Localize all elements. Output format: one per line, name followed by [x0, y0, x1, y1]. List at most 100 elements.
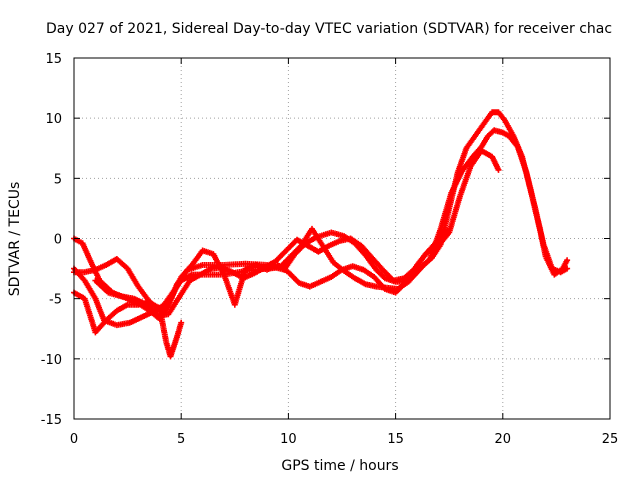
data-point	[394, 291, 397, 294]
data-point	[287, 270, 290, 274]
data-point	[276, 263, 279, 267]
data-point	[263, 266, 267, 269]
data-point	[465, 147, 468, 150]
x-axis-title: GPS time / hours	[281, 458, 398, 474]
x-tick-label: 20	[495, 432, 512, 447]
data-point	[435, 240, 438, 244]
data-point	[201, 249, 204, 252]
data-point	[340, 268, 344, 271]
y-tick-label: 0	[54, 233, 62, 248]
y-tick-label: -5	[49, 293, 62, 308]
data-point	[180, 321, 183, 324]
data-point	[244, 267, 247, 270]
data-point	[493, 129, 496, 132]
y-tick-label: 15	[45, 52, 62, 67]
data-point	[480, 149, 483, 152]
data-point	[94, 331, 97, 334]
data-point	[317, 250, 320, 253]
data-point	[490, 110, 494, 114]
x-tick-label: 0	[70, 432, 78, 447]
data-point	[383, 287, 387, 291]
data-point	[132, 297, 136, 300]
data-point	[190, 273, 194, 276]
data-point	[175, 335, 179, 339]
data-point	[94, 297, 97, 300]
data-point	[295, 238, 299, 241]
data-point	[289, 255, 292, 258]
data-point	[417, 268, 421, 271]
x-tick-label: 15	[387, 432, 404, 447]
data-point	[83, 270, 86, 274]
data-point	[445, 228, 449, 232]
data-point	[141, 315, 144, 318]
data-point	[156, 314, 159, 317]
data-point	[255, 263, 258, 267]
series-layer	[71, 109, 571, 360]
data-point	[158, 309, 161, 312]
data-point	[542, 243, 545, 246]
data-point	[188, 279, 191, 282]
data-point	[319, 280, 322, 284]
data-point	[553, 273, 556, 276]
y-tick-label: 5	[54, 172, 62, 187]
data-point	[338, 239, 342, 243]
data-point	[306, 244, 309, 247]
data-point	[372, 275, 376, 279]
data-point	[392, 279, 395, 282]
data-point	[126, 267, 129, 270]
data-point	[486, 135, 489, 138]
data-point	[242, 277, 245, 280]
data-point	[383, 277, 387, 280]
series-track-1	[71, 109, 571, 323]
data-point	[310, 227, 314, 231]
data-point	[473, 135, 477, 138]
data-point	[180, 275, 183, 279]
data-point	[437, 244, 440, 247]
data-point	[169, 298, 172, 302]
data-point	[128, 321, 131, 324]
data-point	[469, 165, 472, 168]
data-point	[94, 279, 97, 282]
data-point	[119, 295, 123, 298]
data-point	[332, 261, 335, 264]
data-point	[413, 267, 417, 270]
data-point	[364, 254, 367, 257]
y-tick-label: 10	[45, 112, 62, 127]
data-point	[115, 323, 119, 327]
data-point	[104, 319, 108, 322]
tick-layer: 0 5 10 15 20 25 -15 -10 -5 0 5 10 15	[41, 52, 619, 447]
data-point	[244, 262, 247, 265]
data-point	[297, 281, 301, 285]
data-point	[104, 263, 108, 267]
data-point	[375, 268, 378, 271]
data-point	[190, 263, 194, 267]
x-tick-label: 25	[602, 432, 619, 447]
data-point	[525, 171, 528, 174]
data-point	[471, 155, 474, 158]
data-point	[342, 234, 346, 238]
data-point	[83, 279, 86, 282]
data-point	[177, 296, 181, 299]
chart-title: Day 027 of 2021, Sidereal Day-to-day VTE…	[46, 21, 612, 37]
data-point	[559, 270, 562, 274]
data-point	[503, 119, 507, 122]
y-axis-title: SDTVAR / TECUs	[7, 182, 23, 297]
data-point	[424, 252, 427, 256]
data-point	[460, 169, 464, 173]
data-point	[482, 122, 485, 126]
data-point	[375, 285, 378, 288]
data-point	[145, 303, 149, 306]
data-point	[402, 277, 406, 280]
data-point	[565, 258, 569, 262]
series-track-5	[92, 227, 451, 319]
data-point	[353, 277, 357, 280]
data-point	[169, 355, 172, 358]
data-point	[565, 267, 569, 270]
data-point	[349, 237, 352, 240]
data-point	[137, 285, 140, 288]
data-point	[252, 272, 256, 275]
data-point	[222, 273, 226, 276]
data-point	[327, 244, 331, 247]
series-marker-path	[71, 109, 571, 323]
data-point	[81, 242, 84, 245]
